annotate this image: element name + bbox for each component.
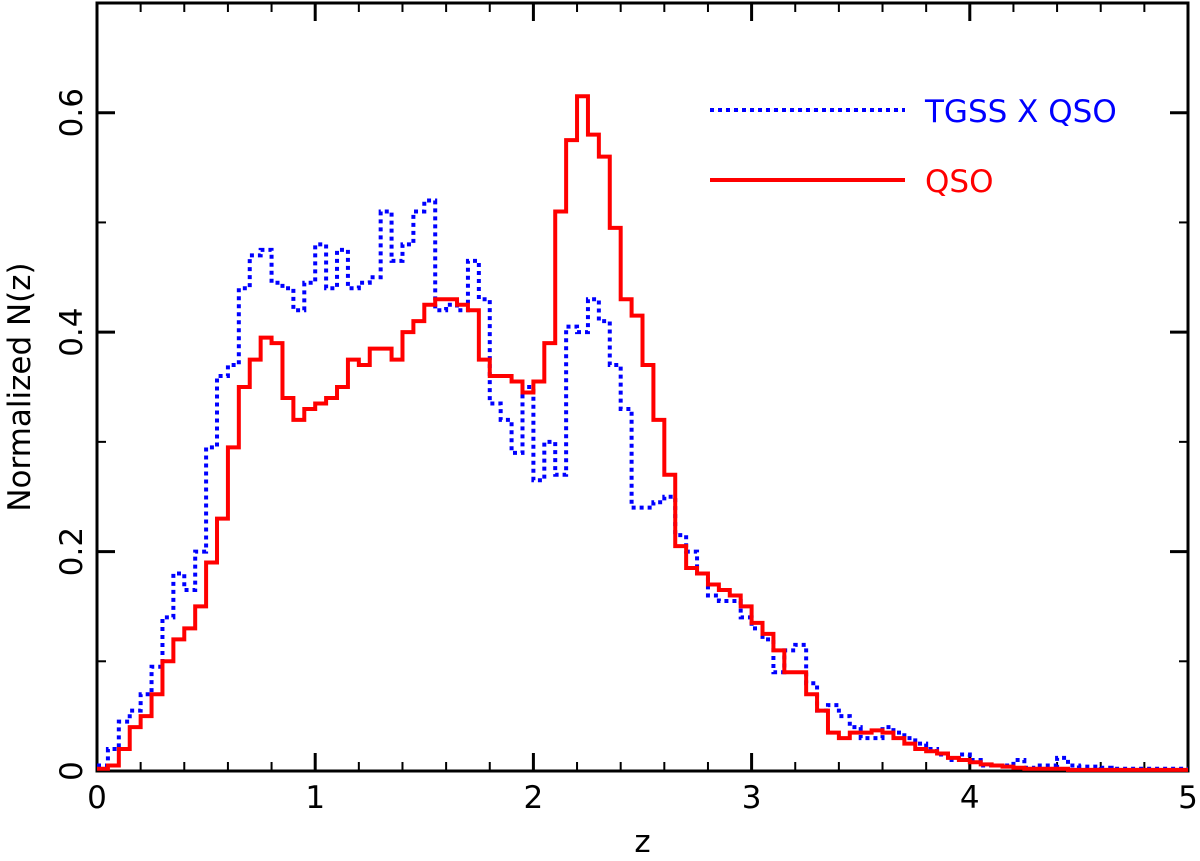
series-line-tgss-x-qso bbox=[97, 198, 1188, 771]
legend-label: TGSS X QSO bbox=[924, 94, 1117, 130]
y-tick-label: 0 bbox=[54, 761, 90, 781]
series-line-qso bbox=[97, 94, 1188, 772]
axis-ticks: 0 1 2 3 4 5 0 0.2 0.4 0.6 bbox=[54, 2, 1198, 816]
legend: TGSS X QSO QSO bbox=[710, 94, 1117, 200]
x-tick-label: 5 bbox=[1178, 780, 1198, 816]
x-tick-label: 3 bbox=[742, 780, 762, 816]
x-tick-label: 2 bbox=[524, 780, 544, 816]
series-layer bbox=[97, 94, 1188, 772]
x-tick-label: 4 bbox=[960, 780, 980, 816]
legend-label: QSO bbox=[925, 164, 993, 200]
y-axis-title: Normalized N(z) bbox=[2, 262, 38, 511]
y-tick-label: 0.6 bbox=[54, 88, 90, 137]
x-tick-label: 1 bbox=[305, 780, 325, 816]
plot-frame bbox=[95, 1, 1190, 773]
x-axis-title: z bbox=[634, 824, 650, 860]
y-tick-label: 0.4 bbox=[54, 307, 90, 356]
y-tick-label: 0.2 bbox=[54, 527, 90, 576]
x-tick-label: 0 bbox=[87, 780, 107, 816]
